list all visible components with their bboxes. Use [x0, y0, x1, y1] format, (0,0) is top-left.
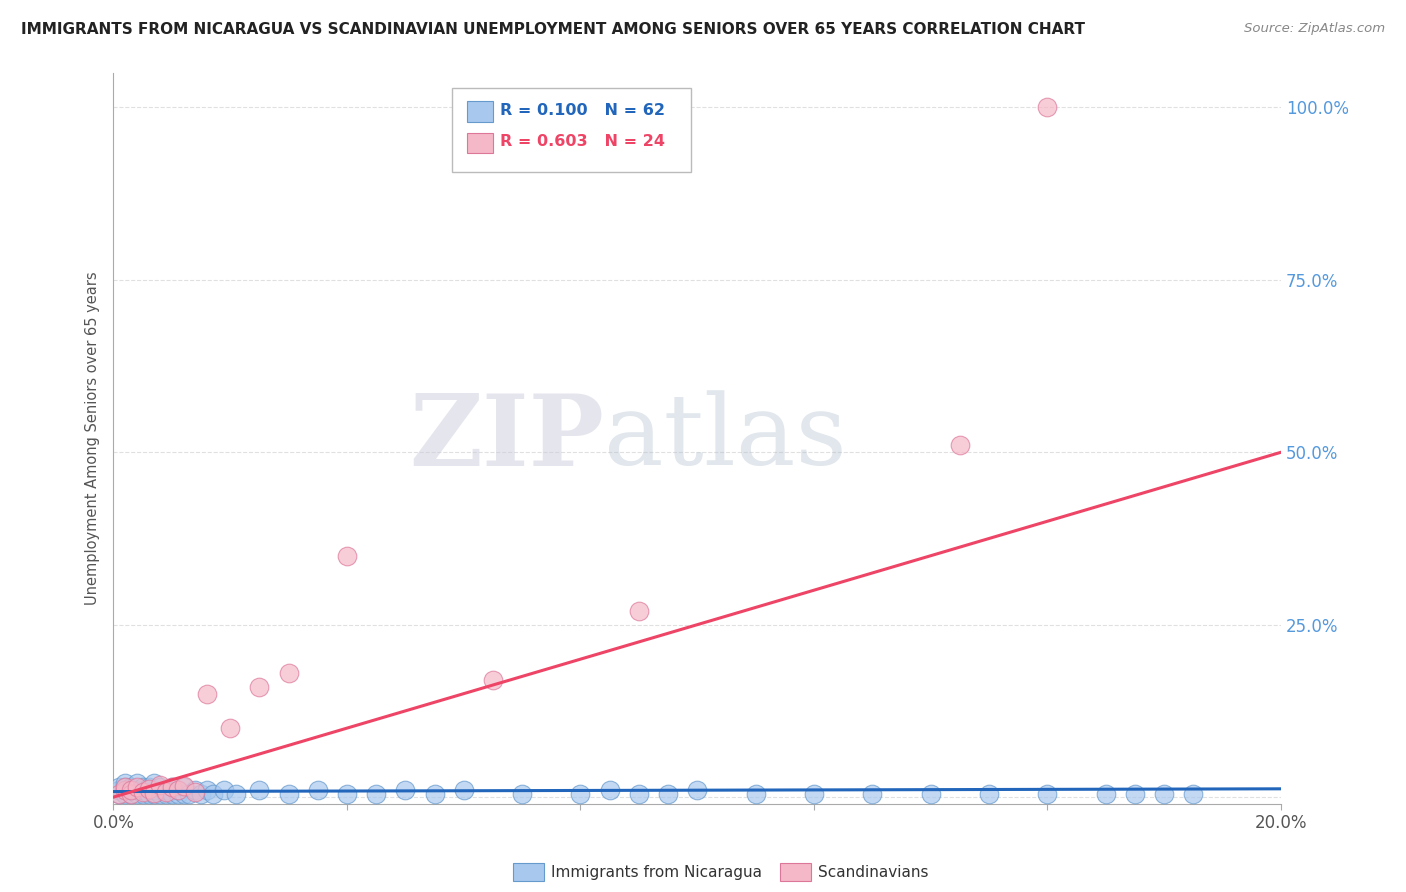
Point — [184, 784, 207, 798]
Point — [307, 783, 329, 797]
Point — [860, 787, 883, 801]
Y-axis label: Unemployment Among Seniors over 65 years: Unemployment Among Seniors over 65 years — [86, 272, 100, 606]
Point — [166, 787, 188, 801]
Point — [114, 780, 136, 794]
Point — [125, 783, 148, 797]
Point — [160, 787, 183, 801]
Point — [160, 780, 183, 794]
Text: atlas: atlas — [603, 391, 846, 486]
Text: R = 0.100   N = 62: R = 0.100 N = 62 — [501, 103, 665, 118]
Point — [138, 780, 160, 794]
Point — [138, 781, 160, 796]
Point — [599, 783, 621, 797]
Point — [108, 783, 131, 797]
Point — [366, 787, 388, 801]
Point — [114, 783, 136, 797]
Point — [195, 687, 218, 701]
Point — [977, 787, 1000, 801]
Point — [155, 787, 177, 801]
Point — [179, 787, 201, 801]
Point — [277, 787, 299, 801]
Point — [1123, 787, 1146, 801]
Point — [143, 786, 166, 800]
Point — [155, 783, 177, 797]
Point — [569, 787, 592, 801]
Point — [1036, 787, 1059, 801]
Point — [173, 779, 195, 793]
Point — [1182, 787, 1205, 801]
Point — [657, 787, 679, 801]
Point — [149, 780, 172, 794]
Point — [803, 787, 825, 801]
Point — [949, 438, 972, 452]
Point — [125, 776, 148, 790]
Point — [114, 783, 136, 797]
Text: R = 0.603   N = 24: R = 0.603 N = 24 — [501, 134, 665, 149]
Point — [225, 787, 247, 801]
Point — [120, 783, 142, 797]
Point — [1095, 787, 1118, 801]
Point — [482, 673, 505, 687]
Point — [149, 787, 172, 801]
FancyBboxPatch shape — [467, 133, 494, 153]
Point — [143, 776, 166, 790]
Point — [920, 787, 942, 801]
Point — [131, 787, 153, 801]
Text: Scandinavians: Scandinavians — [818, 865, 929, 880]
Point — [114, 776, 136, 790]
Point — [201, 787, 224, 801]
Point — [120, 780, 142, 794]
Point — [160, 780, 183, 795]
Point — [138, 787, 160, 801]
Point — [108, 787, 131, 801]
Point — [155, 784, 177, 798]
Point — [249, 783, 271, 797]
Point — [277, 665, 299, 680]
Point — [143, 783, 166, 797]
Point — [336, 787, 359, 801]
Point — [627, 604, 650, 618]
FancyBboxPatch shape — [467, 102, 494, 122]
Point — [453, 783, 475, 797]
Point — [1153, 787, 1175, 801]
Point — [686, 783, 709, 797]
Point — [131, 784, 153, 798]
FancyBboxPatch shape — [453, 87, 692, 171]
Point — [1036, 100, 1059, 114]
Point — [125, 787, 148, 801]
Point — [423, 787, 446, 801]
Point — [173, 787, 195, 801]
Point — [744, 787, 766, 801]
Point — [195, 783, 218, 797]
Point — [336, 549, 359, 563]
Point — [627, 787, 650, 801]
Point — [108, 780, 131, 794]
Point — [249, 680, 271, 694]
Point — [219, 721, 242, 735]
Point — [114, 787, 136, 801]
Point — [214, 783, 236, 797]
Point — [120, 787, 142, 801]
Point — [120, 783, 142, 797]
Text: ZIP: ZIP — [409, 390, 603, 487]
Point — [166, 783, 188, 797]
Text: Immigrants from Nicaragua: Immigrants from Nicaragua — [551, 865, 762, 880]
Point — [120, 787, 142, 801]
Point — [510, 787, 533, 801]
Point — [166, 783, 188, 797]
Point — [131, 783, 153, 797]
Text: Source: ZipAtlas.com: Source: ZipAtlas.com — [1244, 22, 1385, 36]
Point — [394, 783, 416, 797]
Point — [143, 787, 166, 801]
Point — [184, 783, 207, 797]
Text: IMMIGRANTS FROM NICARAGUA VS SCANDINAVIAN UNEMPLOYMENT AMONG SENIORS OVER 65 YEA: IMMIGRANTS FROM NICARAGUA VS SCANDINAVIA… — [21, 22, 1085, 37]
Point — [125, 780, 148, 794]
Point — [114, 780, 136, 794]
Point — [108, 787, 131, 801]
Point — [131, 780, 153, 794]
Point — [173, 780, 195, 794]
Point — [190, 787, 212, 801]
Point — [149, 778, 172, 792]
